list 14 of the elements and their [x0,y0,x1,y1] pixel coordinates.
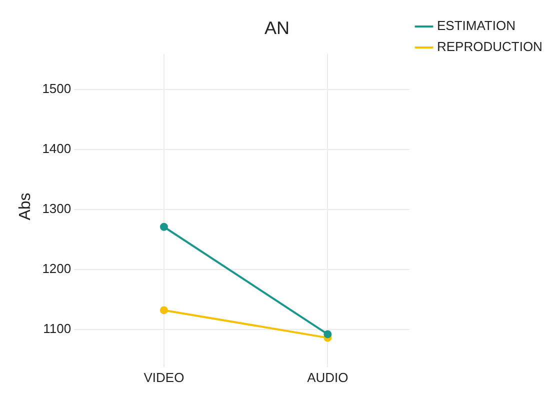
y-axis-title: Abs [17,192,34,220]
chart-title: AN [264,18,290,38]
y-tick-label: 1300 [42,201,72,216]
point [160,222,168,231]
x-tick-label: AUDIO [307,370,348,385]
point [160,306,168,314]
legend-label: REPRODUCTION [437,39,542,54]
legend-label: ESTIMATION [437,18,516,34]
point [324,330,332,338]
x-tick-label: VIDEO [144,370,184,385]
y-tick-label: 1200 [42,261,72,276]
y-tick-label: 1400 [42,141,72,156]
y-tick-label: 1500 [42,81,72,96]
y-tick-label: 1100 [43,321,72,336]
